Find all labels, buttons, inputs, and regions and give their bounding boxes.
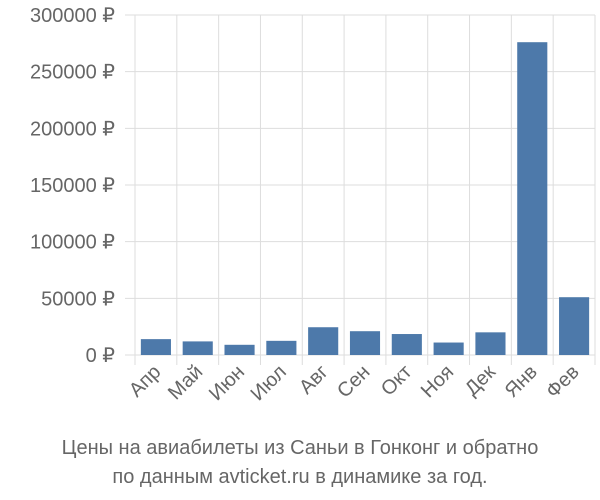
y-tick-label: 250000 ₽ <box>30 62 115 84</box>
x-tick-label: Окт <box>377 361 416 400</box>
x-tick-label: Фев <box>542 361 584 403</box>
bars <box>140 42 590 355</box>
bar-0 <box>140 339 171 355</box>
bar-4 <box>308 327 339 355</box>
bar-2 <box>224 344 255 355</box>
bar-3 <box>266 340 297 355</box>
x-tick-label: Авг <box>295 361 333 399</box>
x-tick-label: Май <box>164 361 207 404</box>
chart-caption: Цены на авиабилеты из Саньи в Гонконг и … <box>0 434 600 492</box>
x-tick-label: Дек <box>461 361 500 400</box>
caption-line-2: по данным avticket.ru в динамике за год. <box>112 466 488 488</box>
x-tick-label: Янв <box>501 361 542 402</box>
y-tick-label: 100000 ₽ <box>30 232 115 254</box>
bar-chart: 0 ₽ 50000 ₽ 100000 ₽ 150000 ₽ 200000 ₽ 250000… <box>30 5 596 405</box>
y-tick-label: 50000 ₽ <box>41 288 115 310</box>
x-tick-label: Июн <box>205 361 249 405</box>
bar-7 <box>433 342 464 355</box>
x-tick-label: Ноя <box>417 361 458 402</box>
bar-5 <box>349 331 381 355</box>
bar-9 <box>517 42 548 355</box>
bar-6 <box>391 334 422 355</box>
y-axis: 0 ₽ 50000 ₽ 100000 ₽ 150000 ₽ 200000 ₽ 250000… <box>30 5 115 367</box>
bar-10 <box>559 297 590 355</box>
x-tick-label: Апр <box>125 361 166 402</box>
grid-lines <box>125 14 596 365</box>
bar-8 <box>475 332 506 355</box>
y-tick-label: 150000 ₽ <box>30 175 115 197</box>
y-tick-label: 200000 ₽ <box>30 118 115 140</box>
bar-1 <box>182 341 213 355</box>
y-tick-label: 300000 ₽ <box>30 5 115 27</box>
caption-line-1: Цены на авиабилеты из Саньи в Гонконг и … <box>61 437 539 459</box>
x-tick-label: Сен <box>333 361 374 402</box>
y-tick-label: 0 ₽ <box>86 345 116 367</box>
x-tick-label: Июл <box>247 361 291 405</box>
